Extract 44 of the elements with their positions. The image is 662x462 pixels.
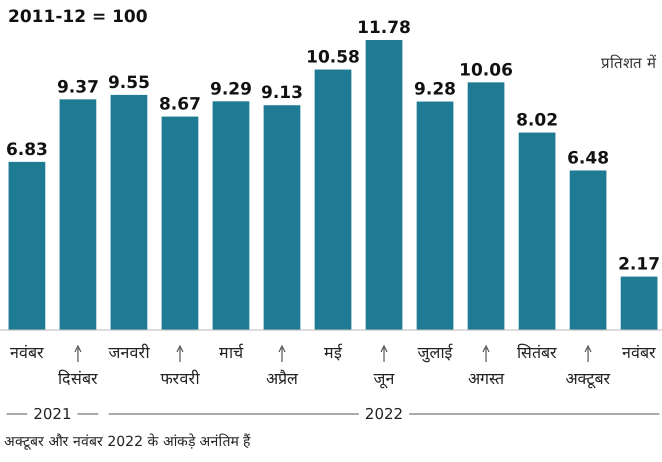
x-tick-label: सितंबर <box>517 343 558 362</box>
bar <box>8 162 46 330</box>
x-tick-label: दिसंबर <box>58 369 98 388</box>
data-label: 6.48 <box>567 148 610 168</box>
data-label: 8.02 <box>516 110 558 131</box>
text: अक्टूबर और नवंबर 2022 के आंकड़े अनंतिम हैं <box>4 433 251 450</box>
data-label: 6.83 <box>6 140 48 160</box>
bar <box>264 105 300 330</box>
x-tick-label: जुलाई <box>418 343 454 363</box>
bar <box>314 70 352 330</box>
chart-title: 2011-12 = 100 <box>8 7 148 27</box>
x-tick-label: नवंबर <box>10 343 44 362</box>
data-label: 8.67 <box>158 94 201 115</box>
bar <box>212 101 250 330</box>
data-label: 9.29 <box>210 79 252 100</box>
data-label: 9.13 <box>261 83 303 104</box>
text: 2021 <box>33 405 72 423</box>
data-label: 9.55 <box>108 72 150 93</box>
bar <box>570 170 606 330</box>
x-tick-label: मार्च <box>218 343 244 362</box>
bar <box>366 40 402 330</box>
data-label: 11.78 <box>357 18 411 38</box>
bar <box>60 99 96 330</box>
bar <box>620 276 658 330</box>
data-label: 10.58 <box>306 48 360 68</box>
bar <box>162 116 198 330</box>
x-tick-label: नवंबर <box>622 343 656 362</box>
text: 2022 <box>364 405 404 423</box>
text: प्रतिशत में <box>601 54 657 72</box>
data-label: 9.28 <box>414 80 456 100</box>
x-tick-label: फरवरी <box>160 369 200 388</box>
data-label: 9.37 <box>56 77 99 98</box>
bar <box>416 102 454 330</box>
x-tick-label: अक्टूबर <box>566 369 611 389</box>
x-tick-label: मई <box>324 343 343 362</box>
data-label: 2.17 <box>618 254 660 275</box>
bar <box>468 82 504 330</box>
x-tick-label: जून <box>374 369 396 389</box>
bar <box>110 94 148 330</box>
x-tick-label: जनवरी <box>108 343 150 362</box>
x-tick-label: अगस्त <box>468 369 506 388</box>
x-tick-label: अप्रैल <box>266 369 299 388</box>
bar <box>518 132 556 330</box>
data-label: 10.06 <box>459 60 513 80</box>
